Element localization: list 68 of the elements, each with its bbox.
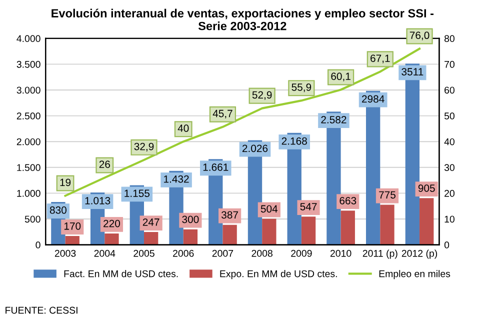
data-label: 775 <box>379 191 396 199</box>
data-label: 3511 <box>402 68 424 76</box>
source-note: FUENTE: CESSI <box>6 306 78 314</box>
data-label: 387 <box>222 211 238 219</box>
bar <box>420 198 434 245</box>
x-tick-label: 2004 <box>94 250 116 257</box>
data-label: 45,7 <box>212 110 232 118</box>
bar <box>65 236 80 245</box>
data-label: 2.582 <box>321 116 346 124</box>
data-label: 547 <box>300 203 317 210</box>
data-label: 2.026 <box>242 144 268 152</box>
y2-tick-label: 0 <box>444 242 450 248</box>
y2-tick-label: 20 <box>444 190 454 197</box>
y2-tick-label: 80 <box>444 35 454 42</box>
y2-tick-label: 30 <box>444 164 454 172</box>
legend-label: Empleo en miles <box>379 270 450 280</box>
chart-title: Evolución interanual de ventas, exportaciones y empleo sector SSI - Serie 2003-2012 <box>52 8 434 30</box>
data-label: 247 <box>142 218 160 226</box>
x-tick-label: 2005 <box>134 250 154 257</box>
y2-tick-label: 60 <box>444 86 454 94</box>
data-label: 504 <box>260 205 278 213</box>
data-label: 40 <box>178 124 189 132</box>
data-label: 663 <box>340 196 356 204</box>
data-label: 830 <box>50 206 66 214</box>
y-tick-label: 1.000 <box>17 190 40 197</box>
x-tick-label: 2010 <box>330 250 352 257</box>
data-label: 67,1 <box>370 54 390 64</box>
data-label: 52,9 <box>252 91 272 100</box>
data-label: 55,9 <box>292 84 312 92</box>
y-tick-label: 2.500 <box>16 112 40 120</box>
bar <box>301 216 316 245</box>
y-tick-label: 1.500 <box>17 164 40 172</box>
y-tick-label: 4.000 <box>16 35 40 42</box>
bar <box>340 210 355 245</box>
data-label: 905 <box>418 184 435 192</box>
y2-tick-label: 50 <box>444 112 454 120</box>
data-label: 26 <box>99 160 110 168</box>
y-tick-label: 3.500 <box>16 60 40 68</box>
data-label: 1.661 <box>203 164 228 171</box>
data-label: 1.432 <box>164 175 189 183</box>
data-label: 76,0 <box>410 32 430 40</box>
y2-tick-label: 70 <box>444 60 454 68</box>
legend-label: Fact. En MM de USD ctes. <box>64 270 178 278</box>
data-label: 170 <box>64 222 81 230</box>
y2-tick-label: 10 <box>444 216 454 223</box>
x-tick-label: 2007 <box>212 250 234 257</box>
x-tick-label: 2006 <box>173 250 194 257</box>
data-label: 2984 <box>362 95 384 103</box>
y-tick-label: 3.000 <box>16 86 40 94</box>
x-tick-label: 2011 (p) <box>362 250 398 259</box>
data-label: 220 <box>104 220 120 228</box>
bar <box>144 232 158 245</box>
data-label: 1.155 <box>124 190 150 198</box>
x-tick-label: 2008 <box>252 250 272 257</box>
data-label: 19 <box>60 178 71 186</box>
data-label: 300 <box>182 216 199 224</box>
x-tick-label: 2003 <box>54 250 76 257</box>
y-tick-label: 0 <box>36 242 40 248</box>
y2-tick-label: 40 <box>444 138 454 146</box>
x-tick-label: 2012 (p) <box>402 250 438 259</box>
data-label: 32,9 <box>134 142 154 152</box>
data-label: 60,1 <box>331 72 350 82</box>
data-label: 2.168 <box>282 137 307 145</box>
legend-label: Expo. En MM de USD ctes. <box>220 270 337 280</box>
x-tick-label: 2009 <box>291 250 312 257</box>
y-tick-label: 2.000 <box>16 138 40 146</box>
data-label: 1.013 <box>85 196 110 204</box>
y-tick-label: 500 <box>24 216 40 223</box>
